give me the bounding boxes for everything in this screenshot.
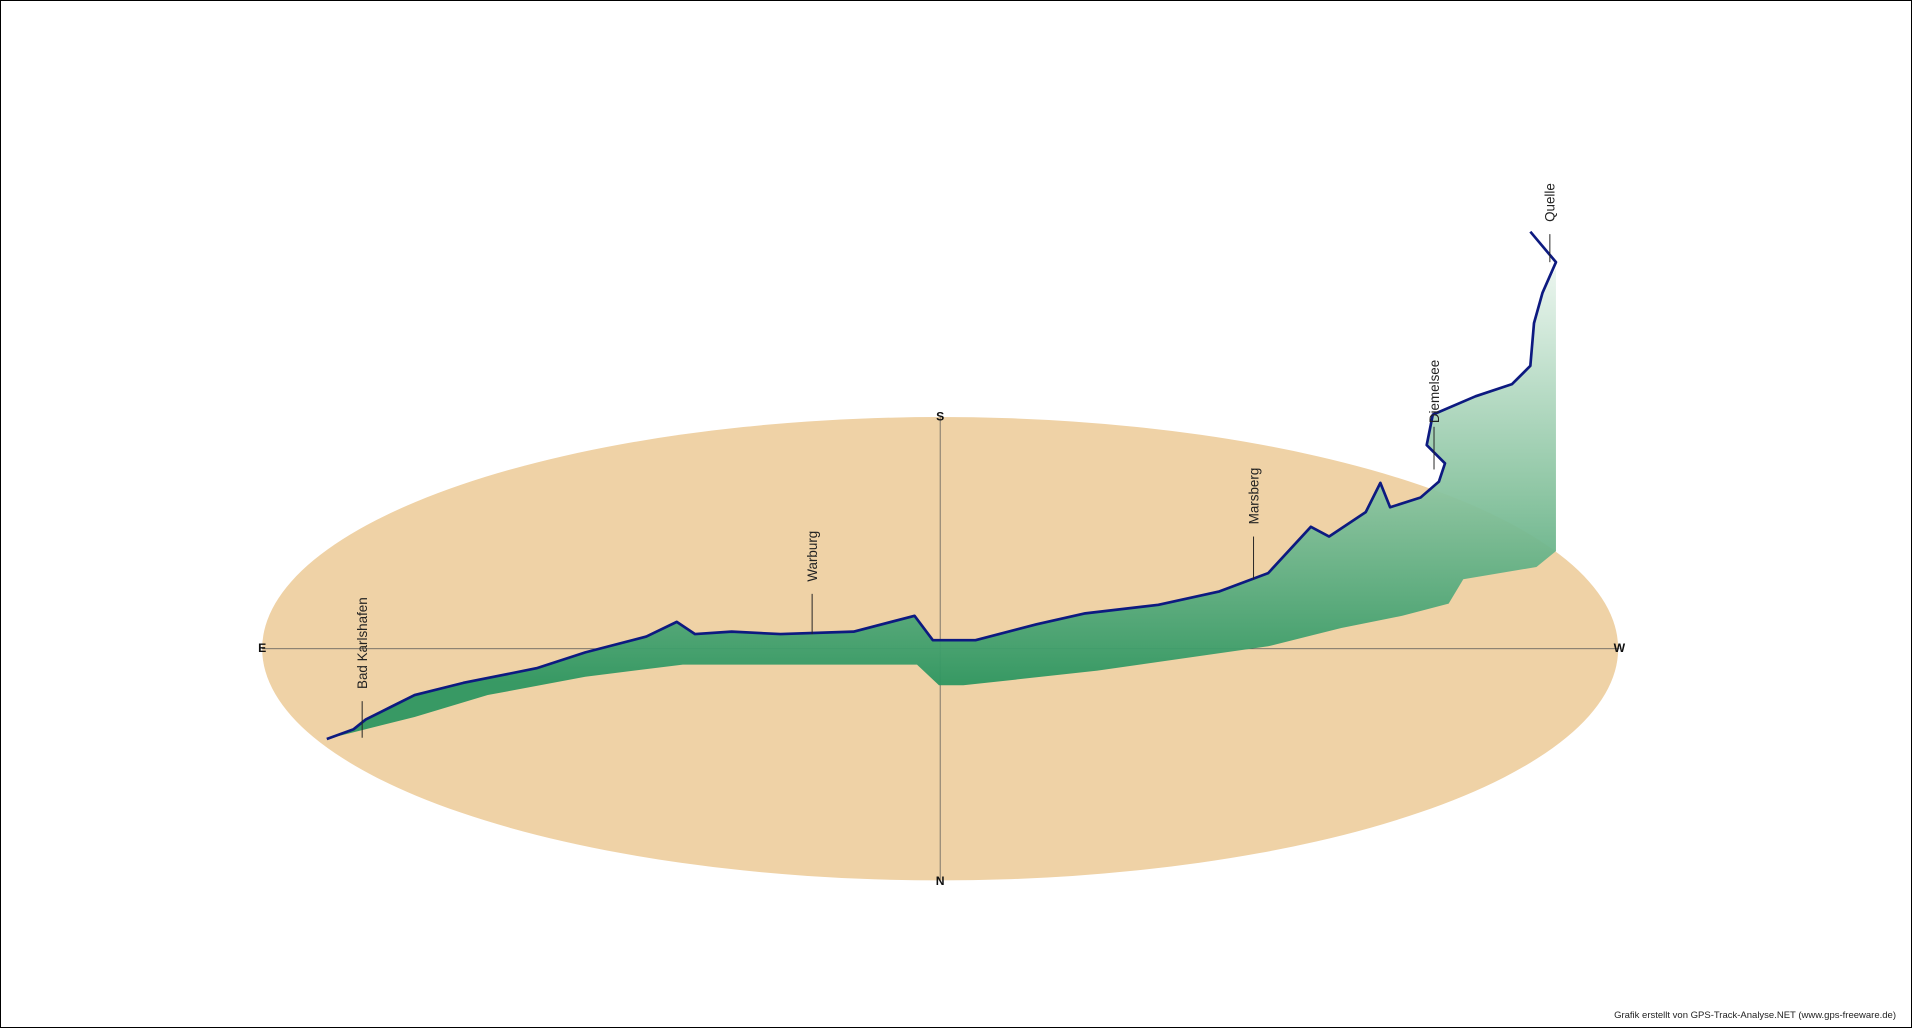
credit: Grafik erstellt von GPS-Track-Analyse.NE… [1614,1010,1896,1021]
place-label: Diemelsee [1427,360,1442,423]
place-label: Bad Karlshafen [355,597,370,689]
compass-label: N [936,874,945,888]
place-label: Quelle [1543,183,1558,222]
compass-label: S [936,409,944,423]
compass-label: E [258,641,266,655]
place-label: Marsberg [1246,468,1261,525]
compass-label: W [1614,641,1626,655]
elevation-wall [326,268,1556,739]
place-label: Warburg [805,531,820,582]
scene: S N E W Bad Karlshafen Warburg Marsberg … [258,183,1626,888]
track-line [326,230,1558,741]
